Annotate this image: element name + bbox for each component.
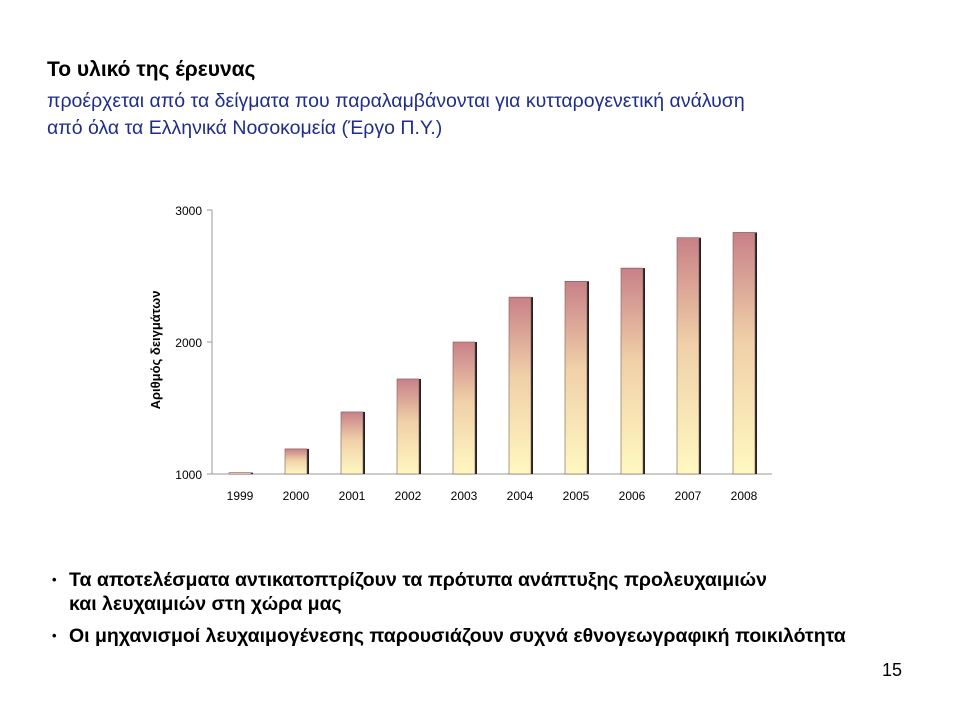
y-tick-label: 1000 bbox=[175, 468, 202, 482]
slide-subtitle-line-1: προέρχεται από τα δείγματα που παραλαμβά… bbox=[47, 90, 745, 112]
bar bbox=[676, 237, 700, 475]
bar bbox=[228, 472, 252, 475]
bar-chart-panel: 1000 2000 3000 Αριθμός δειγμάτων 1999 2000 200… bbox=[130, 153, 790, 556]
bullet-1-line-1: Τα αποτελέσματα αντικατοπτρίζουν τα πρότ… bbox=[69, 569, 767, 591]
bullet-2-line-1: Οι μηχανισμοί λευχαιμογένεσης παρουσιάζο… bbox=[69, 625, 846, 647]
bar bbox=[620, 267, 644, 475]
x-tick-label: 2001 bbox=[339, 489, 366, 503]
bar bbox=[732, 232, 756, 475]
y-axis-title: Αριθμός δειγμάτων bbox=[148, 291, 163, 410]
bullet-item-2: • Οι μηχανισμοί λευχαιμογένεσης παρουσιά… bbox=[52, 624, 952, 648]
bar bbox=[340, 411, 364, 475]
x-tick-label: 1999 bbox=[227, 489, 254, 503]
bar bbox=[452, 341, 476, 475]
bar bbox=[508, 296, 532, 475]
bullet-dot-icon: • bbox=[52, 572, 57, 587]
bar-chart: 1000 2000 3000 Αριθμός δειγμάτων 1999 2000 200… bbox=[148, 204, 772, 503]
bar bbox=[284, 448, 308, 475]
page-number: 15 bbox=[881, 660, 902, 680]
x-tick-label: 2007 bbox=[675, 489, 702, 503]
x-tick-label: 2005 bbox=[563, 489, 590, 503]
x-tick-label: 2006 bbox=[619, 489, 646, 503]
y-tick-label: 3000 bbox=[175, 204, 202, 218]
y-tick-label: 2000 bbox=[175, 336, 202, 350]
bar bbox=[396, 378, 420, 475]
x-tick-label: 2002 bbox=[395, 489, 422, 503]
slide-subtitle-line-2: από όλα τα Ελληνικά Νοσοκομεία (Έργο Π.Υ… bbox=[47, 117, 443, 139]
bullet-item-1: • Τα αποτελέσματα αντικατοπτρίζουν τα πρ… bbox=[52, 568, 952, 616]
bullet-dot-icon: • bbox=[52, 628, 57, 643]
x-tick-label: 2004 bbox=[507, 489, 534, 503]
slide-heading: Το υλικό της έρευνας bbox=[47, 58, 256, 81]
x-tick-label: 2003 bbox=[451, 489, 478, 503]
bar bbox=[564, 280, 588, 475]
bullet-list: • Τα αποτελέσματα αντικατοπτρίζουν τα πρ… bbox=[52, 568, 952, 648]
x-tick-label: 2008 bbox=[731, 489, 758, 503]
x-tick-label: 2000 bbox=[283, 489, 310, 503]
bullet-1-line-2: και λευχαιμιών στη χώρα μας bbox=[69, 593, 342, 615]
